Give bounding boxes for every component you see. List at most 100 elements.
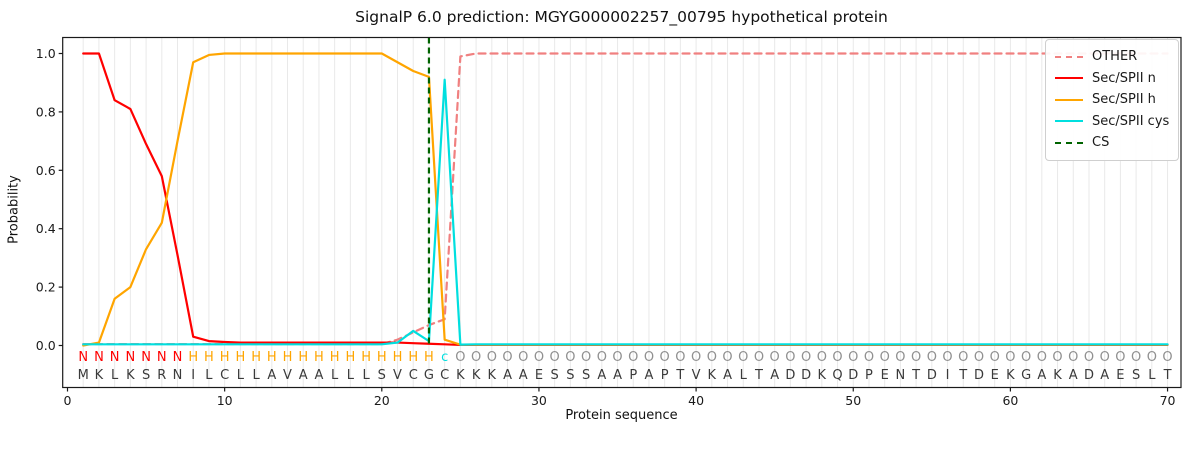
x-tick-label: 0 <box>64 393 72 408</box>
sequence-letter: V <box>283 368 292 383</box>
region-label-letter: O <box>660 350 670 365</box>
region-label-letter: O <box>1100 350 1110 365</box>
sequence-letter: G <box>424 368 434 383</box>
region-label-letter: O <box>942 350 952 365</box>
region-label-letter: O <box>880 350 890 365</box>
region-label-letter: O <box>1052 350 1062 365</box>
region-label-letter: O <box>1037 350 1047 365</box>
legend-item-sec-spii-cys: Sec/SPII cys <box>1055 111 1169 133</box>
region-label-letter: O <box>707 350 717 365</box>
sequence-letter: A <box>723 368 732 383</box>
plot-frame <box>62 36 1182 389</box>
sequence-letter: A <box>1069 368 1078 383</box>
region-label-letter: H <box>377 350 387 365</box>
sequence-letter: A <box>299 368 308 383</box>
sequence-letter: L <box>205 368 213 383</box>
legend-line-sample-cs <box>1055 141 1083 144</box>
region-label-letter: O <box>785 350 795 365</box>
sequence-letter: T <box>675 368 684 383</box>
region-label-letter: H <box>298 350 308 365</box>
region-label-letter: O <box>1021 350 1031 365</box>
series-line-sec-spii-h <box>82 52 1169 347</box>
region-label-letter: H <box>330 350 340 365</box>
sequence-letter: P <box>865 368 873 383</box>
region-label-letter: O <box>1147 350 1157 365</box>
region-label-letter: O <box>911 350 921 365</box>
sequence-letter: I <box>191 368 195 383</box>
region-label-letter: O <box>848 350 858 365</box>
sequence-letter: L <box>362 368 370 383</box>
sequence-letter: D <box>801 368 811 383</box>
sequence-letter: L <box>740 368 748 383</box>
sequence-letter: S <box>142 368 150 383</box>
series-line-sec-spii-n <box>82 52 1169 347</box>
region-label-letter: O <box>754 350 764 365</box>
region-label-letter: N <box>125 350 135 365</box>
region-label-letter: H <box>345 350 355 365</box>
chart-title: SignalP 6.0 prediction: MGYG000002257_00… <box>355 8 888 26</box>
region-label-letter: O <box>502 350 512 365</box>
region-label-letter: O <box>455 350 465 365</box>
sequence-letter: L <box>331 368 339 383</box>
x-tick-label: 50 <box>845 393 861 408</box>
region-label-letter: O <box>864 350 874 365</box>
region-label-letter: H <box>393 350 403 365</box>
region-label-letter: O <box>1131 350 1141 365</box>
sequence-letter: A <box>1037 368 1046 383</box>
sequence-letter: P <box>629 368 637 383</box>
sequence-letter: I <box>946 368 950 383</box>
region-label-letter: N <box>157 350 167 365</box>
region-label-letter: O <box>534 350 544 365</box>
region-label-letter: H <box>235 350 245 365</box>
sequence-letter: N <box>173 368 183 383</box>
region-label-letter: O <box>738 350 748 365</box>
region-label-letter: H <box>220 350 230 365</box>
legend-item-cs: CS <box>1055 132 1169 154</box>
region-label-letter: N <box>110 350 120 365</box>
sequence-letter: D <box>848 368 858 383</box>
x-tick-label: 70 <box>1160 393 1176 408</box>
sequence-letter: A <box>519 368 528 383</box>
sequence-letter: A <box>1100 368 1109 383</box>
sequence-letter: A <box>645 368 654 383</box>
region-label-letter: H <box>188 350 198 365</box>
sequence-letter: A <box>314 368 323 383</box>
sequence-letter: A <box>597 368 606 383</box>
region-label-letter: O <box>801 350 811 365</box>
region-label-letter: c <box>441 350 448 365</box>
sequence-letter: K <box>472 368 481 383</box>
y-tick-label: 0.2 <box>36 280 56 295</box>
chart-legend: OTHER Sec/SPII n Sec/SPII h Sec/SPII cys… <box>1045 39 1179 161</box>
sequence-letter: S <box>582 368 590 383</box>
sequence-letter: K <box>1053 368 1062 383</box>
sequence-letter: E <box>991 368 999 383</box>
sequence-letter: K <box>126 368 135 383</box>
legend-line-sample-other <box>1055 55 1083 58</box>
sequence-letter: N <box>896 368 906 383</box>
legend-label: CS <box>1092 135 1110 151</box>
y-tick-label: 0.6 <box>36 163 56 178</box>
region-label-letter: O <box>722 350 732 365</box>
sequence-letter: T <box>958 368 967 383</box>
region-label-letter: O <box>1005 350 1015 365</box>
sequence-letter: A <box>267 368 276 383</box>
sequence-letter: K <box>818 368 827 383</box>
region-label-letter: O <box>817 350 827 365</box>
sequence-letter: C <box>440 368 449 383</box>
sequence-letter: E <box>881 368 889 383</box>
legend-line-sample-sec-spii-cys <box>1055 120 1083 123</box>
sequence-letter: E <box>1116 368 1124 383</box>
region-label-letter: O <box>550 350 560 365</box>
sequence-letter: R <box>157 368 166 383</box>
sequence-letter: L <box>1148 368 1156 383</box>
region-label-letter: N <box>141 350 151 365</box>
sequence-letter: K <box>456 368 465 383</box>
y-tick-label: 0.4 <box>36 221 56 236</box>
sequence-letter: A <box>613 368 622 383</box>
sequence-letter: L <box>237 368 245 383</box>
region-label-letter: H <box>314 350 324 365</box>
sequence-letter: V <box>393 368 402 383</box>
region-label-letter: H <box>204 350 214 365</box>
